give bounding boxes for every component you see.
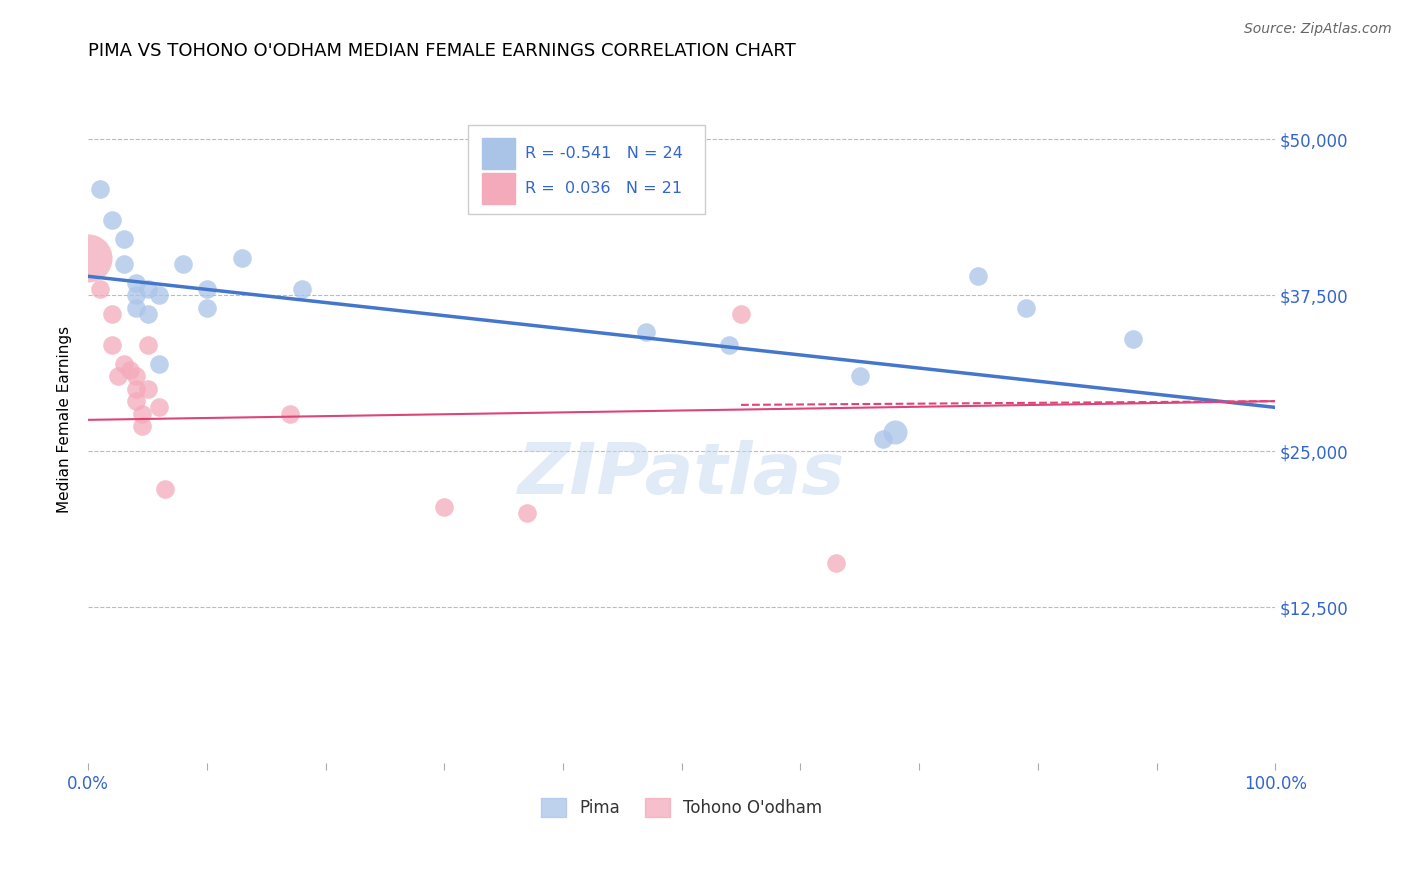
Point bbox=[884, 425, 907, 440]
Point bbox=[118, 363, 141, 377]
Point bbox=[89, 282, 111, 296]
Point bbox=[433, 500, 456, 515]
Point bbox=[77, 251, 100, 265]
Text: R = -0.541   N = 24: R = -0.541 N = 24 bbox=[524, 146, 683, 161]
Text: PIMA VS TOHONO O'ODHAM MEDIAN FEMALE EARNINGS CORRELATION CHART: PIMA VS TOHONO O'ODHAM MEDIAN FEMALE EAR… bbox=[89, 42, 796, 60]
Point bbox=[291, 282, 314, 296]
Point bbox=[136, 282, 159, 296]
Text: R =  0.036   N = 21: R = 0.036 N = 21 bbox=[524, 181, 682, 195]
Point bbox=[148, 288, 170, 302]
Point bbox=[107, 369, 129, 384]
Point bbox=[101, 338, 124, 352]
Point bbox=[195, 282, 218, 296]
Point bbox=[730, 307, 752, 321]
Point bbox=[848, 369, 870, 384]
Point bbox=[148, 357, 170, 371]
Point bbox=[136, 307, 159, 321]
Point bbox=[112, 257, 135, 271]
Point bbox=[124, 369, 146, 384]
Point bbox=[112, 232, 135, 246]
Point bbox=[231, 251, 253, 265]
Point bbox=[967, 269, 990, 284]
Point bbox=[131, 419, 153, 434]
Point bbox=[112, 357, 135, 371]
FancyBboxPatch shape bbox=[482, 173, 516, 203]
Point bbox=[89, 182, 111, 196]
Text: Source: ZipAtlas.com: Source: ZipAtlas.com bbox=[1244, 22, 1392, 37]
Point bbox=[155, 482, 177, 496]
Point bbox=[101, 307, 124, 321]
Point bbox=[148, 401, 170, 415]
Point bbox=[124, 276, 146, 290]
FancyBboxPatch shape bbox=[482, 138, 516, 169]
Point bbox=[124, 382, 146, 396]
Point bbox=[131, 407, 153, 421]
Y-axis label: Median Female Earnings: Median Female Earnings bbox=[58, 326, 72, 514]
Point bbox=[101, 213, 124, 227]
Point bbox=[516, 507, 538, 521]
Legend: Pima, Tohono O'odham: Pima, Tohono O'odham bbox=[534, 791, 830, 823]
FancyBboxPatch shape bbox=[468, 125, 706, 214]
Point bbox=[278, 407, 301, 421]
Point bbox=[172, 257, 194, 271]
Point bbox=[124, 288, 146, 302]
Point bbox=[636, 326, 658, 340]
Point bbox=[124, 394, 146, 409]
Point bbox=[718, 338, 741, 352]
Point bbox=[136, 382, 159, 396]
Point bbox=[136, 338, 159, 352]
Point bbox=[825, 557, 848, 571]
Point bbox=[872, 432, 894, 446]
Point bbox=[124, 301, 146, 315]
Point bbox=[1122, 332, 1144, 346]
Text: ZIPatlas: ZIPatlas bbox=[517, 441, 845, 509]
Point bbox=[1015, 301, 1038, 315]
Point bbox=[195, 301, 218, 315]
